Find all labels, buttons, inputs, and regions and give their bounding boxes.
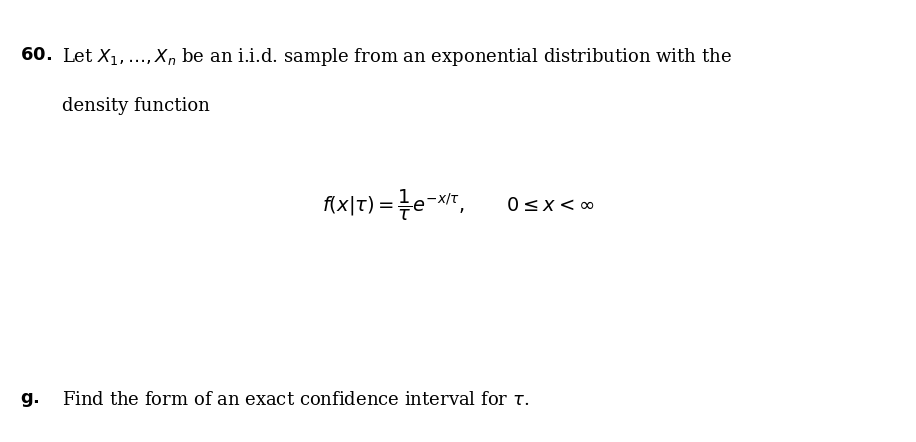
Text: Find the form of an exact confidence interval for $\tau$.: Find the form of an exact confidence int… [62, 391, 529, 409]
Text: $f(x|\tau) = \dfrac{1}{\tau}e^{-x/\tau}, \qquad 0 \leq x < \infty$: $f(x|\tau) = \dfrac{1}{\tau}e^{-x/\tau},… [322, 188, 594, 223]
Text: Let $X_1, \ldots, X_n$ be an i.i.d. sample from an exponential distribution with: Let $X_1, \ldots, X_n$ be an i.i.d. samp… [62, 46, 732, 69]
Text: $\mathbf{60.}$: $\mathbf{60.}$ [20, 46, 52, 65]
Text: density function: density function [62, 97, 210, 115]
Text: $\mathbf{g.}$: $\mathbf{g.}$ [20, 391, 40, 409]
